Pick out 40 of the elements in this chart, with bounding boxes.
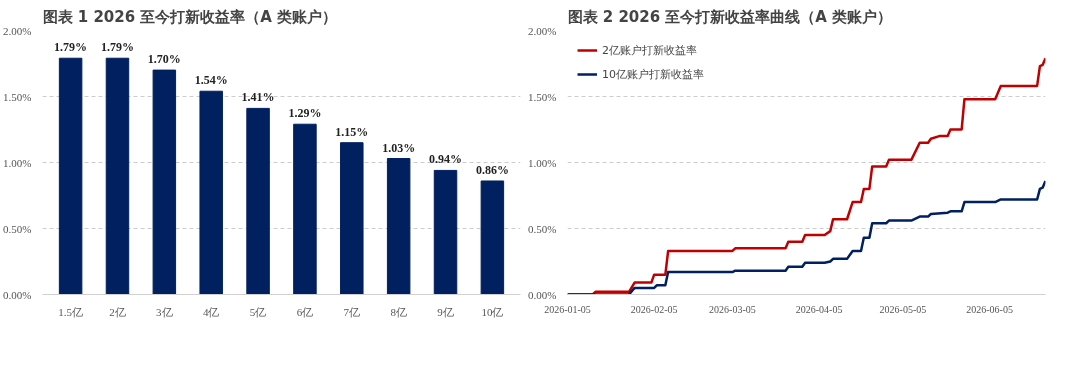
x-tick-label: 2026-05-05: [879, 303, 927, 315]
y-tick-label: 2.00%: [528, 24, 557, 37]
x-tick-label: 1.5亿: [58, 305, 83, 318]
x-tick-label: 2亿: [109, 305, 126, 318]
x-tick-label: 2026-02-05: [630, 303, 678, 315]
y-tick-label: 1.50%: [528, 90, 557, 103]
x-tick-label: 2026-01-05: [544, 303, 591, 315]
x-tick-label: 9亿: [437, 305, 454, 318]
data-label: 1.54%: [194, 73, 228, 88]
x-tick-label: 3亿: [156, 305, 173, 318]
y-tick-label: 0.50%: [3, 222, 32, 235]
chart-title: 图表 1 2026 至今打新收益率（A 类账户）: [42, 7, 338, 26]
y-tick-label: 0.00%: [528, 288, 557, 301]
data-label: 1.70%: [147, 52, 181, 67]
y-tick-label: 1.00%: [528, 156, 557, 169]
y-tick-label: 0.00%: [3, 288, 32, 301]
data-label: 1.03%: [382, 140, 416, 155]
data-label: 1.41%: [241, 90, 275, 105]
x-tick-label: 2026-03-05: [709, 303, 756, 315]
data-label: 1.79%: [54, 40, 88, 55]
chart-title: 图表 2 2026 至今打新收益率曲线（A 类账户）: [567, 7, 893, 26]
data-label: 0.86%: [475, 162, 509, 177]
data-label: 1.79%: [100, 40, 134, 55]
y-tick-label: 1.00%: [3, 156, 32, 169]
x-tick-label: 2026-04-05: [795, 303, 843, 315]
x-tick-label: 2026-06-05: [966, 303, 1013, 315]
data-label: 1.15%: [335, 124, 369, 139]
data-label: 1.29%: [288, 106, 322, 121]
y-tick-label: 1.50%: [3, 90, 32, 103]
x-tick-label: 4亿: [202, 305, 220, 318]
x-tick-label: 5亿: [249, 305, 267, 318]
legend-label: 10亿账户打新收益率: [602, 66, 704, 82]
x-tick-label: 10亿: [481, 305, 504, 318]
data-label: 0.94%: [429, 152, 463, 167]
x-tick-label: 8亿: [390, 305, 407, 318]
legend-label: 2亿账户打新收益率: [602, 42, 697, 58]
x-tick-label: 7亿: [343, 305, 361, 318]
x-tick-label: 6亿: [296, 305, 314, 318]
y-tick-label: 0.50%: [528, 222, 557, 235]
y-tick-label: 2.00%: [3, 24, 32, 37]
